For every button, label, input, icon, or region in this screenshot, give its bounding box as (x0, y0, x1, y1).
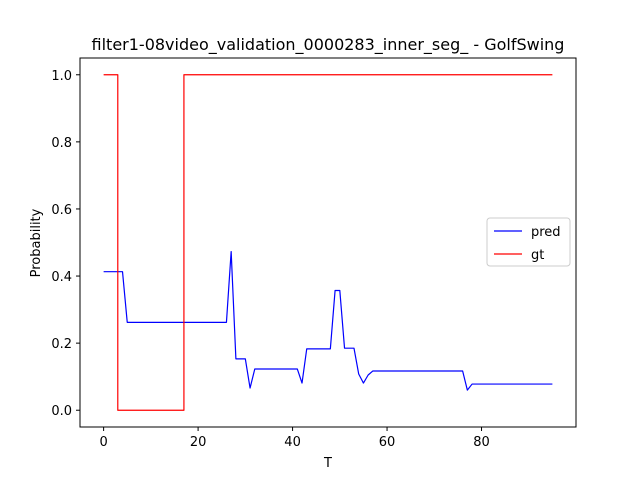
x-tick-label: 20 (190, 435, 207, 450)
x-tick-label: 80 (473, 435, 490, 450)
legend-label-gt: gt (531, 248, 544, 263)
x-tick-label: 0 (99, 435, 107, 450)
legend: pred gt (486, 217, 571, 267)
x-tick-label: 60 (379, 435, 396, 450)
y-tick-label: 0.6 (51, 203, 72, 218)
plot-area: 0 20 40 60 80 0.0 0.2 0.4 0.6 0.8 1.0 (51, 57, 577, 450)
axes-frame (79, 57, 577, 428)
y-tick-label: 0.2 (51, 337, 72, 352)
legend-label-pred: pred (531, 225, 561, 240)
y-axis-label: Probability (29, 208, 44, 277)
y-tick-label: 0.0 (51, 404, 72, 419)
series-line-pred (103, 250, 553, 391)
y-tick-label: 1.0 (51, 69, 72, 84)
x-tick-label: 40 (284, 435, 301, 450)
y-tick-label: 0.8 (51, 136, 72, 151)
x-axis-label: T (323, 456, 332, 471)
y-tick-label: 0.4 (51, 270, 72, 285)
chart-title: filter1-08video_validation_0000283_inner… (92, 35, 565, 55)
series-line-gt (103, 74, 553, 411)
